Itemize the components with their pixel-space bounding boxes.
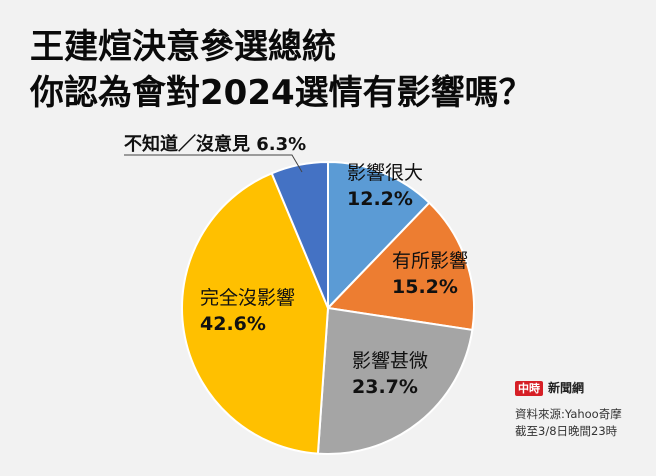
chart-title: 王建煊決意參選總統 你認為會對2024選情有影響嗎？ xyxy=(30,24,533,116)
pie-slice xyxy=(181,171,330,455)
logo-badge: 中時 xyxy=(515,381,543,396)
label-big-impact: 影響很大 12.2% xyxy=(347,160,423,212)
label-no-impact: 完全沒影響 42.6% xyxy=(200,285,295,337)
label-pct: 15.2% xyxy=(392,276,458,298)
date-text: 截至3/8日晚間23時 xyxy=(515,424,618,438)
pie-slice xyxy=(327,160,431,311)
label-slight-impact: 影響甚微 23.7% xyxy=(352,348,428,400)
label-some-impact: 有所影響 15.2% xyxy=(392,248,468,300)
label-name: 有所影響 xyxy=(392,250,469,272)
source-block: 中時 新聞網 資料來源:Yahoo奇摩 截至3/8日晚間23時 xyxy=(515,380,622,440)
pie-slices xyxy=(181,160,475,455)
source-text: 資料來源:Yahoo奇摩 xyxy=(515,407,622,421)
leader-line xyxy=(124,154,303,173)
pie-slice xyxy=(325,201,475,332)
pie-slice xyxy=(316,306,474,455)
label-unknown-text: 不知道／沒意見 6.3% xyxy=(124,134,307,155)
label-pct: 42.6% xyxy=(200,313,266,335)
title-line-2: 你認為會對2024選情有影響嗎？ xyxy=(30,73,533,113)
label-pct: 23.7% xyxy=(352,376,418,398)
title-line-1: 王建煊決意參選總統 xyxy=(30,27,336,67)
label-unknown: 不知道／沒意見 6.3% xyxy=(124,132,306,158)
label-name: 影響很大 xyxy=(347,162,424,184)
logo-text: 新聞網 xyxy=(548,381,585,395)
pie-slice xyxy=(270,160,329,309)
logo: 中時 新聞網 xyxy=(515,380,622,397)
label-name: 影響甚微 xyxy=(352,350,429,372)
label-name: 完全沒影響 xyxy=(200,287,296,309)
label-pct: 12.2% xyxy=(347,188,413,210)
